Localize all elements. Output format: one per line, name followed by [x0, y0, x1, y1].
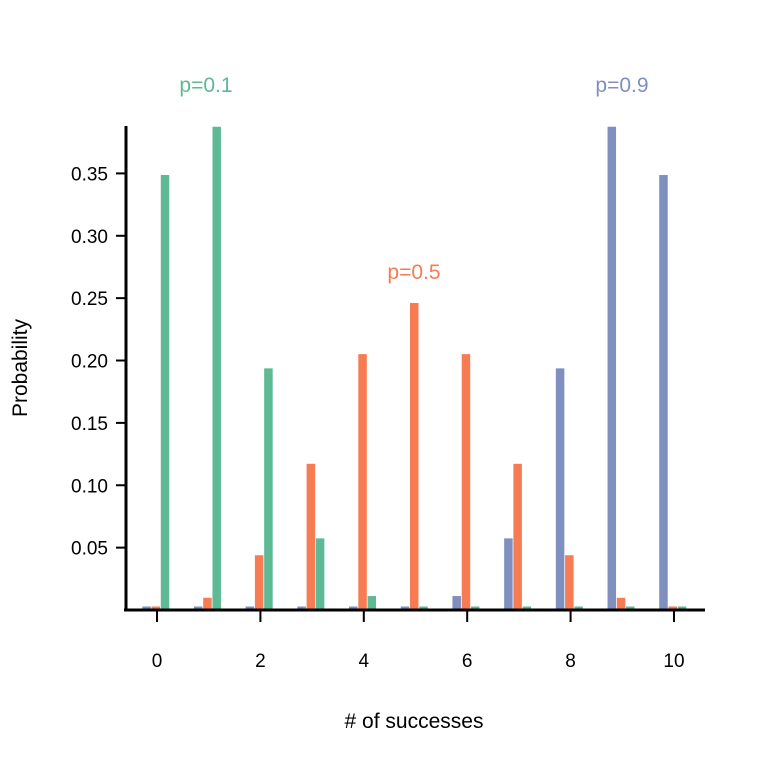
bar-series-0-x-9	[608, 127, 617, 610]
y-tick-label: 0.20	[71, 352, 108, 373]
y-tick-label: 0.25	[71, 289, 108, 310]
x-tick-label: 8	[565, 651, 576, 672]
y-tick-label: 0.15	[71, 414, 108, 435]
bar-series-1-x-1	[203, 598, 212, 610]
x-tick-label: 6	[462, 651, 473, 672]
x-tick-label: 10	[663, 651, 684, 672]
bar-series-1-x-3	[307, 464, 316, 610]
annotation-p01: p=0.1	[179, 74, 232, 97]
y-axis-title: Probability	[9, 318, 32, 417]
bar-series-2-x-4	[368, 596, 377, 610]
bar-series-2-x-0	[161, 175, 170, 610]
bar-series-0-x-10	[659, 175, 668, 610]
annotation-p09: p=0.9	[595, 74, 648, 97]
bar-series-2-x-2	[264, 368, 273, 610]
y-tick-label: 0.35	[71, 164, 108, 185]
x-ticks-group: 0 2 4 6 8 10	[152, 610, 685, 672]
bar-series-1-x-9	[617, 598, 626, 610]
x-tick-label: 2	[255, 651, 266, 672]
y-tick-label: 0.05	[71, 539, 108, 560]
bar-series-1-x-8	[565, 555, 574, 610]
bar-series-1-x-4	[358, 354, 367, 610]
x-axis-title: # of successes	[345, 710, 484, 733]
bar-series-0-x-6	[452, 596, 461, 610]
bars-group	[142, 127, 686, 610]
y-tick-label: 0.10	[71, 476, 108, 497]
x-tick-label: 0	[152, 651, 163, 672]
bar-series-0-x-7	[504, 538, 513, 610]
y-ticks-group: 0.05 0.10 0.15 0.20 0.25 0.30 0.35	[71, 164, 126, 559]
bar-series-1-x-7	[513, 464, 522, 610]
bar-series-1-x-2	[255, 555, 264, 610]
bar-series-2-x-1	[212, 127, 221, 610]
bar-series-1-x-6	[462, 354, 471, 610]
annotation-p05: p=0.5	[387, 261, 440, 284]
y-tick-label: 0.30	[71, 227, 108, 248]
bar-series-1-x-5	[410, 303, 419, 610]
bar-series-2-x-3	[316, 538, 325, 610]
bar-series-0-x-8	[556, 368, 565, 610]
x-tick-label: 4	[359, 651, 370, 672]
